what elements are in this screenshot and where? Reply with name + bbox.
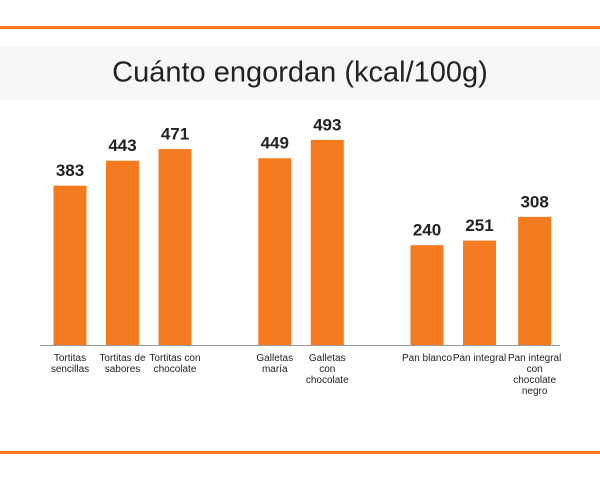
x-tick-label: Pan blanco — [401, 353, 453, 364]
bar — [158, 149, 192, 345]
bottom-rule — [0, 451, 600, 454]
value-label: 443 — [108, 136, 136, 155]
x-tick-label: Pan integral con chocolate negro — [507, 353, 562, 397]
top-rule — [0, 26, 600, 29]
bar — [518, 216, 552, 345]
x-tick-label: Tortitas sencillas — [50, 353, 90, 375]
bar — [53, 185, 87, 345]
x-tick-label: Tortitas de sabores — [99, 353, 146, 375]
bar — [258, 158, 292, 345]
bar — [310, 139, 344, 345]
chart-title: Cuánto engordan (kcal/100g) — [112, 57, 488, 89]
value-label: 383 — [56, 161, 84, 180]
value-label: 493 — [313, 115, 341, 134]
title-band — [0, 46, 600, 100]
value-label: 308 — [520, 192, 548, 211]
bar — [106, 160, 139, 345]
value-label: 471 — [161, 125, 189, 144]
value-label: 251 — [465, 216, 493, 235]
value-label: 449 — [261, 134, 289, 153]
x-tick-label: Pan integral — [452, 353, 507, 364]
value-label: 240 — [413, 221, 441, 240]
bar — [463, 240, 496, 345]
x-tick-label: Galletas con chocolate — [305, 353, 349, 386]
x-tick-label: Tortitas con chocolate — [149, 353, 201, 375]
bar — [410, 245, 444, 345]
x-tick-label: Galletas maría — [256, 353, 294, 375]
